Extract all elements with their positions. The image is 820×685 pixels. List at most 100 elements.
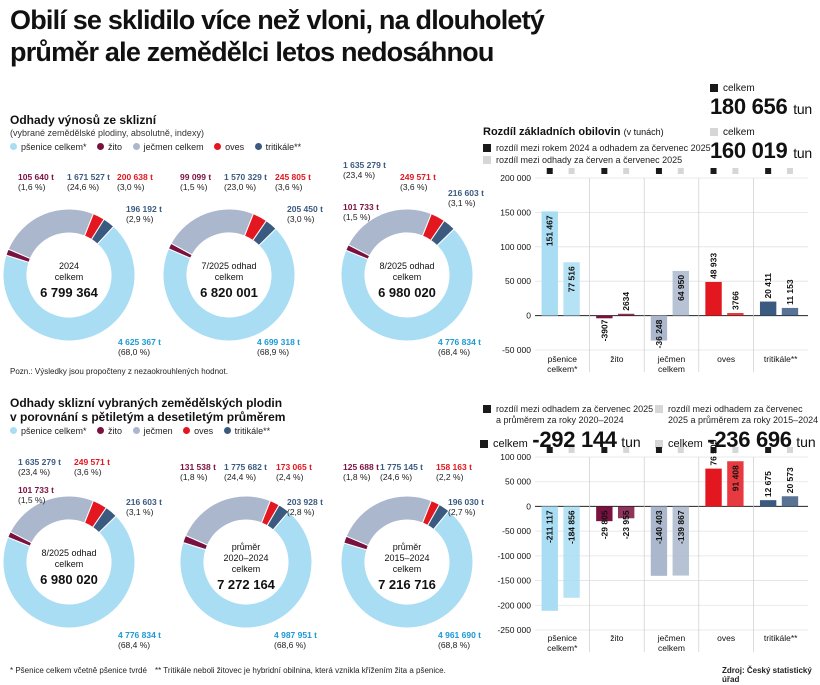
donut-1-pct-tritikale: (2,9 %) (126, 214, 154, 224)
section1-legend: pšenice celkem* žito ječmen celkem oves … (10, 142, 309, 152)
g-bar1-marker-psenice-s2 (568, 168, 575, 174)
donut-3-pct-tritikale: (3,1 %) (448, 198, 476, 208)
g-bar1-bar-tritikale-s2 (781, 307, 799, 316)
g-bar1-category-psenice: pšenice (548, 354, 578, 364)
g-bar2-value-zito-s1: -29 805 (599, 510, 609, 539)
g-bar1-bar-oves-s1 (705, 281, 722, 316)
g-bar2-category-psenice: pšenice (548, 633, 578, 643)
donut-6-center-label: průměr (393, 542, 422, 552)
bar2-legend-1: rozdíl mezi odhadem za červenec 2025 a p… (483, 404, 653, 426)
donut-5-center-value: 7 272 164 (217, 577, 276, 592)
g-bar2-bar-tritikale-s2 (781, 496, 799, 507)
donut-2-label-oves: 245 805 t (275, 172, 311, 182)
donut-4-pct-oves: (3,6 %) (74, 467, 102, 477)
g-bar2-marker-oves-s1 (710, 447, 717, 453)
g-bar2-ytick: -250 000 (497, 625, 531, 635)
g-bar2-category-jecmen: celkem (658, 643, 685, 653)
legend-item-tritikale: tritikále** (254, 142, 301, 152)
donut-3-pct-zito: (1,5 %) (343, 212, 371, 222)
donut-1-label-oves: 200 638 t (117, 172, 153, 182)
donut-6-pct-jecmen: (24,6 %) (380, 472, 412, 482)
donut-6-label-oves: 158 163 t (436, 462, 472, 472)
legend-item-psenice: pšenice celkem* (10, 142, 87, 152)
g-bar2-value-oves-s1: 76 505 (709, 439, 719, 465)
bar1-total-label-2: celkem (723, 127, 755, 138)
g-bar2-category-psenice: celkem* (547, 643, 578, 653)
g-bar1-ytick: 50 000 (505, 276, 531, 286)
donut-3-pct-jecmen: (23,4 %) (343, 170, 375, 180)
g-bar2-bar-oves-s1 (705, 468, 722, 507)
donut-2-pct-jecmen: (23,0 %) (224, 182, 256, 192)
donut-6-pct-tritikale: (2,7 %) (448, 507, 476, 517)
donut-5-pct-psenice: (68,6 %) (274, 640, 306, 650)
g-bar2-marker-zito-s2 (623, 447, 630, 453)
bar1-total-value-1: 180 656 (710, 94, 788, 119)
g-bar1-value-zito-s2: 2634 (621, 292, 631, 311)
donut-4-pct-jecmen: (23,4 %) (18, 467, 50, 477)
donut-3-label-tritikale: 216 603 t (448, 188, 484, 198)
g-bar1-bar-tritikale-s1 (759, 301, 777, 316)
g-bar1-category-tritikale: tritikále** (764, 354, 798, 364)
section1-note: Pozn.: Výsledky jsou propočteny z nezaok… (10, 367, 228, 376)
footnote-2: ** Tritikále neboli žitovec je hybridní … (155, 666, 446, 675)
g-bar1-value-psenice-s2: 77 516 (567, 266, 577, 292)
g-bar2-bar-tritikale-s1 (759, 500, 777, 507)
legend-item-oves: oves (214, 142, 244, 152)
bar1-total-value-2: 160 019 (710, 138, 788, 163)
donut-5-label-psenice: 4 987 951 t (274, 630, 317, 640)
donut-4-pct-tritikale: (3,1 %) (126, 507, 154, 517)
g-bar1-category-oves: oves (717, 354, 735, 364)
g-bar1-value-jecmen-s1: -36 248 (654, 319, 664, 348)
g-bar1-ytick: -50 000 (502, 345, 531, 355)
donut-2-center-value: 6 820 001 (200, 285, 258, 300)
donut-4-center-label: 8/2025 odhad (41, 548, 96, 558)
g-bar2-value-jecmen-s1: -140 403 (654, 510, 664, 544)
donut-6-label-jecmen: 1 775 145 t (380, 462, 423, 472)
g-bar1-value-oves-s2: 3766 (730, 291, 740, 310)
bar2-total-value-2: -236 696 (707, 427, 792, 452)
donut-2-label-jecmen: 1 570 329 t (224, 172, 267, 182)
donut-4-pct-psenice: (68,4 %) (118, 640, 150, 650)
donut-6-center-label: celkem (393, 564, 422, 574)
legend2-item-psenice: pšenice celkem* (10, 426, 87, 436)
donut-6-pct-zito: (1,8 %) (343, 472, 371, 482)
donut-1-label-psenice: 4 625 367 t (118, 337, 161, 347)
donut-3-pct-oves: (3,6 %) (400, 182, 428, 192)
donut-2-slice-psenice (162, 227, 296, 342)
legend2-item-zito: žito (97, 426, 122, 436)
bar1-title-text: Rozdíl základních obilovin (483, 126, 621, 138)
donut-1-pct-oves: (3,0 %) (117, 182, 145, 192)
g-bar1-marker-oves-s1 (710, 168, 717, 174)
g-bar2-category-tritikale: tritikále** (764, 633, 798, 643)
donut-6-label-tritikale: 196 030 t (448, 497, 484, 507)
g-bar1-marker-oves-s2 (732, 168, 739, 174)
g-bar2-ytick: -150 000 (497, 576, 531, 586)
g-bar1-ytick: 100 000 (500, 242, 531, 252)
g-bar2-marker-tritikale-s2 (786, 447, 793, 453)
legend2-item-jecmen: ječmen (132, 426, 173, 436)
donut-4-pct-zito: (1,5 %) (18, 495, 46, 505)
donut-2-slice-jecmen (170, 208, 254, 256)
g-bar2-ytick: 100 000 (500, 452, 531, 462)
donut-3-label-zito: 101 733 t (343, 202, 379, 212)
g-bar2-marker-oves-s2 (732, 447, 739, 453)
donut-6-pct-psenice: (68,8 %) (438, 640, 470, 650)
donut-4-center-label: celkem (55, 559, 84, 569)
section2-title-line1: Odhady sklizní vybraných zemědělských pl… (10, 396, 283, 410)
g-bar2-marker-tritikale-s1 (765, 447, 772, 453)
legend-item-jecmen: ječmen celkem (132, 142, 204, 152)
g-bar1-marker-zito-s1 (601, 168, 608, 174)
g-bar1-category-zito: žito (610, 354, 624, 364)
donut-5-center-label: 2020–2024 (223, 553, 268, 563)
g-bar1-category-jecmen: celkem (658, 364, 685, 374)
donut-3-center-value: 6 980 020 (378, 285, 436, 300)
donut-1-center-value: 6 799 364 (40, 285, 99, 300)
bar2-total-unit-1: tun (621, 434, 641, 450)
g-bar2-marker-psenice-s1 (546, 447, 553, 453)
g-bar1-ytick: 200 000 (500, 173, 531, 183)
g-bar1-value-zito-s1: -3907 (599, 319, 609, 341)
bar-chart-2: 100 000 50 000 0 -50 000 -100 000 -150 000 -20… (497, 439, 808, 653)
